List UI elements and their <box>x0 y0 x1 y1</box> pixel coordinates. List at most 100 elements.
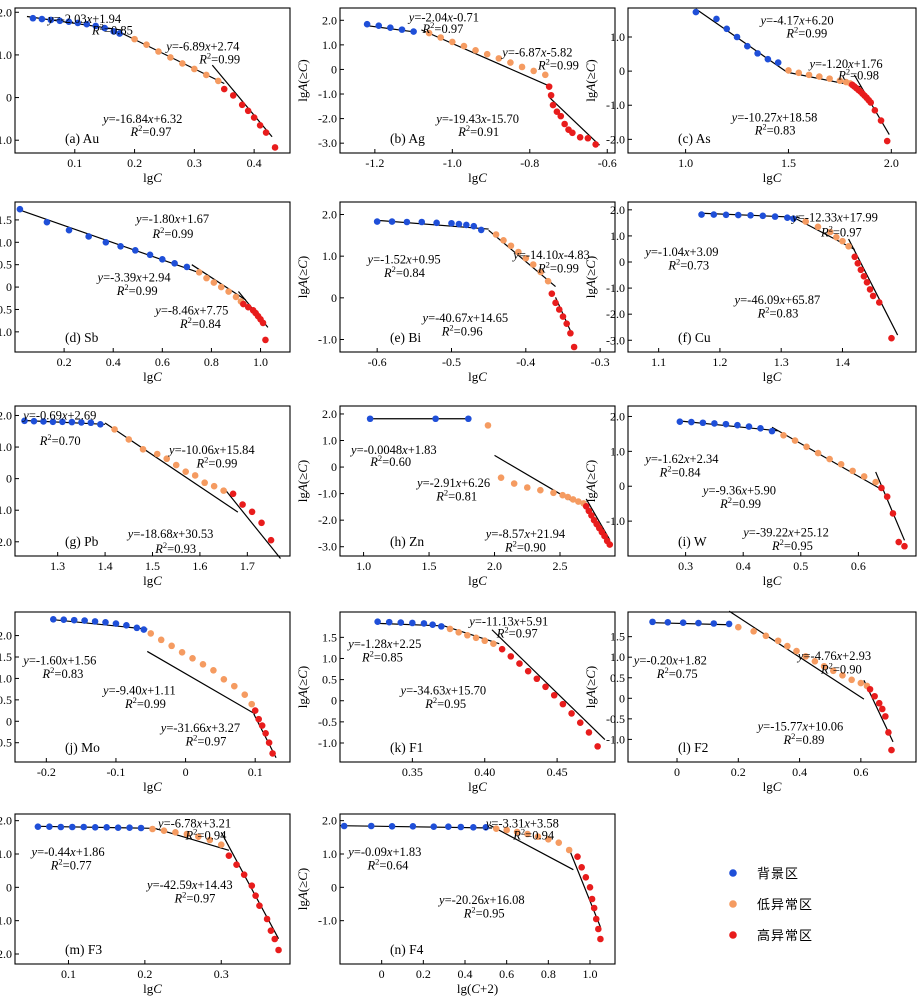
eq-char: - <box>658 245 662 259</box>
data-point <box>374 618 381 626</box>
data-point <box>676 418 684 425</box>
data-point <box>74 19 82 27</box>
data-point <box>241 691 249 699</box>
eq-char: x <box>836 649 843 663</box>
eq-char: 3 <box>697 245 703 259</box>
eq-char: 6 <box>484 476 490 490</box>
eq-char: 4 <box>142 112 149 126</box>
eq-char: + <box>690 245 697 259</box>
axis-char: ( <box>467 981 471 996</box>
eq-r: R <box>185 829 194 843</box>
eq-char: - <box>171 817 175 831</box>
eq-char: = <box>354 845 361 859</box>
axis-char: ) <box>295 59 310 63</box>
eq-char: = <box>639 654 646 668</box>
eq-char: y <box>437 893 445 907</box>
axis-lg: lg <box>468 369 479 384</box>
fit-r2: R2=0.99 <box>537 260 579 276</box>
eq-char: = <box>373 253 380 267</box>
eq-char: 1 <box>497 893 503 907</box>
data-point <box>126 824 133 831</box>
eq-char: . <box>406 845 409 859</box>
eq-char: . <box>764 293 767 307</box>
x-axis-label: lgC <box>763 170 782 185</box>
eq-char: 1 <box>154 684 160 698</box>
eq-char: . <box>668 245 671 259</box>
y-tick-label: 2.0 <box>610 203 625 217</box>
fit-line <box>568 848 601 928</box>
fit-r2: R2=0.97 <box>422 20 464 36</box>
eq-char: 4 <box>390 443 397 457</box>
axis-char: A <box>295 84 310 93</box>
eq-char: 8 <box>192 39 198 53</box>
eq-r: R <box>667 259 676 273</box>
data-point <box>111 426 118 433</box>
data-point <box>588 895 596 903</box>
eq-char: + <box>211 721 218 735</box>
eq-char: x <box>683 452 690 466</box>
x-axis-label: lgC <box>143 981 162 996</box>
data-point <box>366 415 374 423</box>
y-tick-label: 0.5 <box>0 258 12 272</box>
eq-char: . <box>55 845 58 859</box>
data-point <box>206 836 214 844</box>
eq-sup: 2 <box>762 122 766 132</box>
eq-char: 1 <box>774 720 780 734</box>
eq-char: 6 <box>98 845 104 859</box>
fit-equation: y=-2.04x-0.71 <box>407 10 479 24</box>
eq-sup: 2 <box>471 905 475 915</box>
eq-char: 7 <box>535 45 541 59</box>
eq-char: 2 <box>801 526 807 540</box>
eq-char: 4 <box>439 311 446 325</box>
data-point <box>878 705 886 713</box>
eq-char: 3 <box>178 721 184 735</box>
plot-frame <box>339 611 616 763</box>
eq-char: . <box>550 527 553 541</box>
data-point <box>463 221 470 229</box>
eq-char: 8 <box>795 111 801 125</box>
data-point <box>771 213 779 220</box>
eq-char: . <box>430 684 433 698</box>
y-tick-label: 0 <box>331 62 337 76</box>
data-point <box>448 219 455 227</box>
data-point <box>826 455 833 463</box>
data-point <box>805 71 813 79</box>
axis-char: ≥ <box>583 72 598 79</box>
data-point <box>584 134 592 142</box>
data-point <box>430 823 438 830</box>
eq-char: - <box>744 111 748 125</box>
data-point <box>836 77 844 84</box>
x-tick-label: 1.1 <box>651 355 666 369</box>
axis-char: ( <box>583 686 598 690</box>
fit-r2: R2=0.97 <box>496 625 538 641</box>
data-point <box>664 618 672 626</box>
fit-r2: R2=0.99 <box>537 56 579 72</box>
y-tick-label: -2.0 <box>0 535 12 549</box>
y-tick-label: 0.5 <box>322 673 337 687</box>
data-point <box>262 129 270 136</box>
fit-r2: R2=0.99 <box>196 455 238 471</box>
eq-r: R <box>130 125 139 139</box>
data-point <box>839 237 846 245</box>
data-point <box>882 713 889 720</box>
data-point <box>811 658 819 665</box>
eq-char: 1 <box>861 57 867 71</box>
y-axis-label: lgA(≥C) <box>583 59 598 102</box>
eq-char: x <box>483 893 490 907</box>
eq-sup: 2 <box>58 857 62 867</box>
eq-char: = <box>766 13 773 27</box>
y-tick-label: 0.5 <box>610 671 625 685</box>
eq-char: + <box>219 443 226 457</box>
eq-char: 1 <box>518 817 524 831</box>
eq-char: 6 <box>876 57 882 71</box>
data-point <box>189 654 196 662</box>
eq-char: + <box>153 112 160 126</box>
data-point <box>429 621 436 628</box>
eq-char: + <box>530 817 537 831</box>
axis-char: ≥ <box>295 72 310 79</box>
eq-char: 6 <box>161 112 167 126</box>
eq-char: 4 <box>58 845 65 859</box>
eq-r: R <box>39 434 48 448</box>
data-point <box>722 420 730 428</box>
eq-sup: 2 <box>521 827 525 837</box>
